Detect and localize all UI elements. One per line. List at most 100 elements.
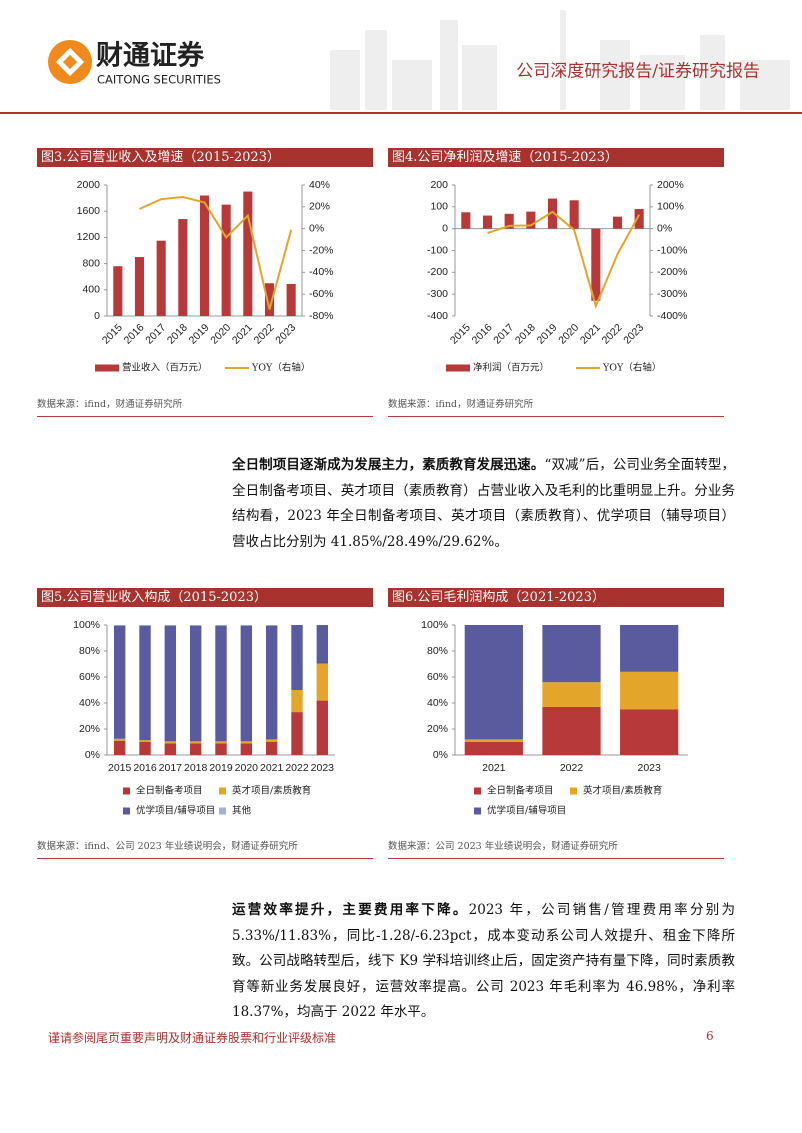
legend-label: 全日制备考项目: [487, 785, 554, 797]
logo-cn: 财通证券: [96, 40, 205, 72]
y-tick-label: 40%: [79, 697, 100, 709]
bar-segment: [164, 625, 177, 742]
bar-segment: [139, 625, 151, 741]
x-tick-label: 2020: [556, 321, 581, 346]
bar-segment: [189, 625, 202, 626]
x-tick-label: 2018: [165, 321, 190, 346]
legend-swatch: [219, 787, 226, 795]
bar: [113, 266, 123, 316]
paragraph: 全日制项目逐渐成为发展主力，素质教育发展迅速。“双减”后，公司业务全面转型，全日…: [232, 453, 735, 555]
x-tick-label: 2019: [187, 321, 212, 346]
x-tick-label: 2023: [311, 762, 335, 774]
x-tick-label: 2017: [491, 321, 516, 346]
y-tick-label: -300%: [657, 288, 687, 300]
x-tick-label: 2017: [159, 762, 183, 774]
y-tick-label: 0%: [309, 222, 324, 234]
bar: [243, 191, 253, 316]
y-tick-label: 100%: [657, 201, 684, 213]
x-tick-label: 2015: [108, 762, 132, 774]
bar-segment: [139, 742, 151, 755]
bar: [286, 283, 296, 316]
legend-swatch: [570, 787, 577, 795]
figure-source: 数据来源：公司 2023 年业绩说明会，财通证券研究所: [388, 838, 724, 859]
y-tick-label: 100%: [73, 619, 100, 631]
bar-segment: [542, 682, 601, 707]
bar-segment: [316, 625, 329, 664]
paragraph-text: 2023 年，公司销售/管理费用率分别为 5.33%/11.83%，同比-1.2…: [232, 902, 736, 1020]
bar: [504, 213, 514, 229]
paragraph-lead: 运营效率提升，主要费用率下降。: [232, 902, 469, 918]
y-tick-label: 400: [82, 284, 100, 296]
bar: [199, 195, 210, 316]
bar-segment: [240, 743, 253, 755]
x-tick-label: 2020: [208, 321, 233, 346]
x-tick-label: 2017: [143, 321, 168, 346]
legend-swatch: [123, 807, 130, 815]
bar-segment: [620, 625, 679, 672]
bar-segment: [265, 625, 278, 626]
bar-segment: [215, 625, 227, 742]
bar-segment: [113, 738, 126, 741]
x-tick-label: 2019: [209, 762, 233, 774]
x-tick-label: 2022: [560, 762, 584, 774]
bar: [178, 219, 188, 316]
figure-title: 图5.公司营业收入构成（2015-2023）: [37, 588, 373, 607]
x-tick-label: 2023: [637, 762, 661, 774]
y-tick-label: 0%: [657, 222, 672, 234]
x-tick-label: 2022: [600, 321, 625, 346]
x-tick-label: 2021: [482, 762, 506, 774]
bar-segment: [464, 739, 523, 742]
x-tick-label: 2016: [122, 321, 147, 346]
y-tick-label: 40%: [309, 179, 330, 191]
legend-label: 英才项目/素质教育: [232, 785, 311, 797]
y-tick-label: 1200: [77, 231, 101, 243]
bar-segment: [215, 741, 227, 744]
x-tick-label: 2016: [133, 762, 157, 774]
legend-label: 全日制备考项目: [136, 785, 203, 797]
figure-title: 图4.公司净利润及增速（2015-2023）: [388, 148, 724, 167]
bar: [547, 198, 558, 229]
x-tick-label: 2021: [260, 762, 284, 774]
chart: -400 -300 -200 -100 0 100 200 -400% -300% -200% -1…: [427, 179, 687, 374]
legend-label: 营业收入（百万元）: [122, 362, 208, 374]
paragraph-text: “双减”后，公司业务全面转型，全日制备考项目、英才项目（素质教育）占营业收入及毛…: [232, 457, 735, 550]
legend-swatch: [474, 807, 481, 815]
legend-label: 英才项目/素质教育: [583, 785, 662, 797]
bar: [221, 204, 231, 316]
x-tick-label: 2020: [235, 762, 259, 774]
y-tick-label: 100%: [421, 619, 448, 631]
legend-swatch: [446, 364, 470, 372]
figure-source: 数据来源：ifind，财通证券研究所: [388, 396, 724, 417]
y-tick-label: 0: [94, 310, 100, 322]
figure-source: 数据来源：ifind、公司 2023 年业绩说明会，财通证券研究所: [37, 838, 373, 859]
bar: [461, 212, 471, 229]
figure-title: 图3.公司营业收入及增速（2015-2023）: [37, 148, 373, 167]
bar-segment: [113, 740, 126, 755]
legend-label: 其他: [232, 805, 252, 817]
bar: [612, 216, 623, 229]
y-tick-label: -20%: [309, 244, 334, 256]
y-tick-label: 1600: [77, 205, 101, 217]
bar: [156, 240, 166, 316]
y-tick-label: 60%: [427, 671, 448, 683]
paragraph-lead: 全日制项目逐渐成为发展主力，素质教育发展迅速。: [232, 457, 545, 473]
bar: [569, 200, 579, 229]
legend-label: YOY（右轴）: [602, 362, 661, 374]
bar-segment: [620, 709, 679, 755]
y-tick-label: -200: [427, 266, 448, 278]
bar-segment: [189, 741, 202, 744]
y-tick-label: 20%: [79, 723, 100, 735]
y-tick-label: -80%: [309, 310, 334, 322]
y-tick-label: 0%: [433, 749, 448, 761]
footer-disclaimer: 谨请参阅尾页重要声明及财通证券股票和行业评级标准: [48, 1031, 337, 1045]
skyline: [330, 10, 790, 110]
bar-segment: [240, 741, 253, 744]
chart: 0%20%40%60%80%100%2015 2016 2017 2018 2019 20…: [73, 619, 335, 817]
y-tick-label: 800: [82, 257, 100, 269]
bar-segment: [464, 742, 523, 755]
y-tick-label: -400%: [657, 310, 687, 322]
bar-segment: [464, 625, 523, 740]
legend-label: 优学项目/辅导项目: [487, 805, 566, 817]
bar-segment: [113, 625, 126, 739]
